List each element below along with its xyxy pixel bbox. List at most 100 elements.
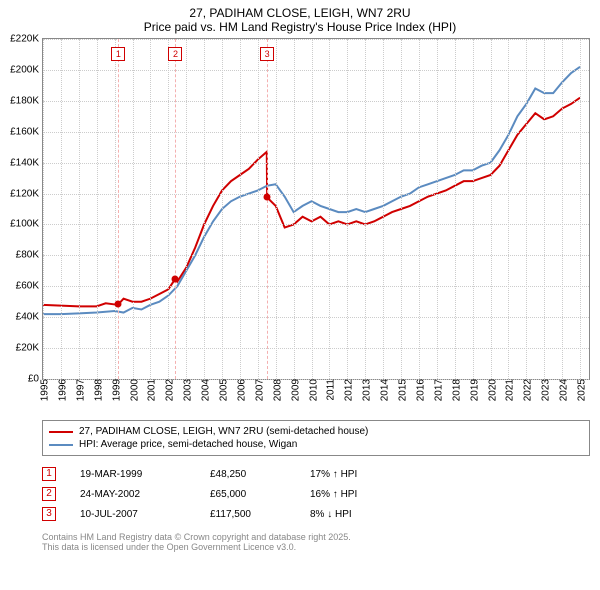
sale-marker-box: 3 [260, 47, 274, 61]
x-axis-label: 2001 [143, 379, 158, 401]
gridline-v [491, 39, 492, 379]
x-axis-label: 2012 [340, 379, 355, 401]
x-axis-label: 2004 [197, 379, 212, 401]
x-axis-label: 2018 [447, 379, 462, 401]
gridline-v [508, 39, 509, 379]
x-axis-label: 2019 [465, 379, 480, 401]
gridline-h [43, 224, 589, 225]
gridline-v [401, 39, 402, 379]
gridline-v [383, 39, 384, 379]
gridline-v [133, 39, 134, 379]
sale-marker-box: 2 [168, 47, 182, 61]
y-axis-label: £60K [16, 281, 43, 292]
gridline-h [43, 194, 589, 195]
sale-row: 119-MAR-1999£48,25017% ↑ HPI [42, 464, 590, 484]
sale-date: 10-JUL-2007 [80, 509, 210, 520]
sale-marker-box: 1 [111, 47, 125, 61]
x-axis-label: 2010 [304, 379, 319, 401]
gridline-v [419, 39, 420, 379]
gridline-v [79, 39, 80, 379]
sale-marker-dot [172, 275, 179, 282]
x-axis-label: 2015 [394, 379, 409, 401]
x-axis-label: 1998 [89, 379, 104, 401]
y-axis-label: £140K [10, 157, 43, 168]
gridline-v [168, 39, 169, 379]
legend-row: HPI: Average price, semi-detached house,… [49, 438, 583, 451]
x-axis-label: 2024 [555, 379, 570, 401]
x-axis-label: 2003 [179, 379, 194, 401]
x-axis-label: 2000 [125, 379, 140, 401]
gridline-v [150, 39, 151, 379]
sale-row: 3 10-JUL-2007£117,5008% ↓ HPI [42, 504, 590, 524]
x-axis-label: 2022 [519, 379, 534, 401]
sale-diff: 8% ↓ HPI [310, 509, 410, 520]
sale-date: 24-MAY-2002 [80, 489, 210, 500]
sale-price: £65,000 [210, 489, 310, 500]
legend-swatch [49, 444, 73, 446]
gridline-v [437, 39, 438, 379]
gridline-v [312, 39, 313, 379]
x-axis-label: 2013 [358, 379, 373, 401]
x-axis-label: 1995 [36, 379, 51, 401]
gridline-v [186, 39, 187, 379]
legend: 27, PADIHAM CLOSE, LEIGH, WN7 2RU (semi-… [42, 420, 590, 456]
gridline-v [455, 39, 456, 379]
sale-marker-dot [115, 301, 122, 308]
x-axis-label: 1996 [53, 379, 68, 401]
x-axis-label: 2007 [250, 379, 265, 401]
legend-label: HPI: Average price, semi-detached house,… [79, 439, 297, 450]
y-axis-label: £80K [16, 250, 43, 261]
gridline-v [526, 39, 527, 379]
x-axis-label: 2006 [232, 379, 247, 401]
gridline-v [43, 39, 44, 379]
chart-title-subtitle: Price paid vs. HM Land Registry's House … [0, 20, 600, 38]
x-axis-label: 1999 [107, 379, 122, 401]
x-axis-label: 2025 [573, 379, 588, 401]
sale-number-box: 3 [42, 507, 56, 521]
legend-row: 27, PADIHAM CLOSE, LEIGH, WN7 2RU (semi-… [49, 425, 583, 438]
chart-title-address: 27, PADIHAM CLOSE, LEIGH, WN7 2RU [0, 0, 600, 20]
sale-marker-line [267, 39, 268, 379]
gridline-v [473, 39, 474, 379]
gridline-h [43, 348, 589, 349]
x-axis-label: 2014 [376, 379, 391, 401]
y-axis-label: £200K [10, 64, 43, 75]
gridline-v [97, 39, 98, 379]
footnote-line1: Contains HM Land Registry data © Crown c… [42, 532, 590, 542]
x-axis-label: 2020 [483, 379, 498, 401]
gridline-v [580, 39, 581, 379]
sale-price: £117,500 [210, 509, 310, 520]
sale-diff: 16% ↑ HPI [310, 489, 410, 500]
x-axis-label: 2002 [161, 379, 176, 401]
chart-container: 27, PADIHAM CLOSE, LEIGH, WN7 2RU Price … [0, 0, 600, 590]
sale-price: £48,250 [210, 469, 310, 480]
x-axis-label: 2023 [537, 379, 552, 401]
gridline-v [115, 39, 116, 379]
gridline-v [258, 39, 259, 379]
sale-marker-line [175, 39, 176, 379]
y-axis-label: £220K [10, 34, 43, 45]
sale-marker-line [118, 39, 119, 379]
legend-swatch [49, 431, 73, 433]
sale-row: 2 24-MAY-2002£65,00016% ↑ HPI [42, 484, 590, 504]
gridline-h [43, 317, 589, 318]
x-axis-label: 2016 [411, 379, 426, 401]
gridline-h [43, 255, 589, 256]
sale-number-box: 1 [42, 467, 56, 481]
y-axis-label: £20K [16, 343, 43, 354]
gridline-h [43, 163, 589, 164]
gridline-v [276, 39, 277, 379]
gridline-h [43, 70, 589, 71]
gridline-v [222, 39, 223, 379]
x-axis-label: 2017 [429, 379, 444, 401]
y-axis-label: £120K [10, 188, 43, 199]
x-axis-label: 1997 [71, 379, 86, 401]
x-axis-label: 2008 [268, 379, 283, 401]
gridline-v [294, 39, 295, 379]
gridline-h [43, 101, 589, 102]
legend-label: 27, PADIHAM CLOSE, LEIGH, WN7 2RU (semi-… [79, 426, 368, 437]
x-axis-label: 2011 [322, 379, 337, 401]
gridline-h [43, 39, 589, 40]
sale-number-box: 2 [42, 487, 56, 501]
sale-marker-dot [264, 194, 271, 201]
